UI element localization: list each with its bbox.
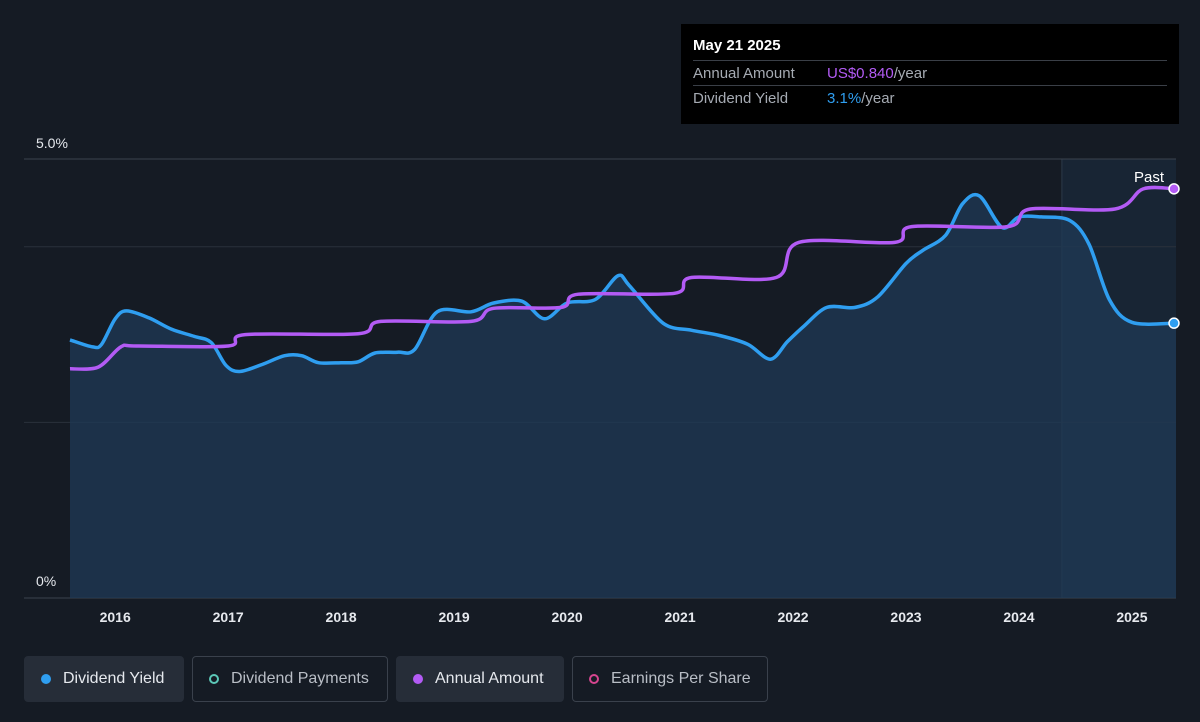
legend-item-earnings-per-share[interactable]: Earnings Per Share [572,656,768,702]
x-tick-label: 2020 [552,609,583,625]
y-tick-label-bottom: 0% [36,573,56,589]
legend-label: Dividend Payments [231,670,369,687]
x-tick-label: 2017 [213,609,244,625]
dividend-yield-line [69,192,1177,374]
x-tick-label: 2022 [777,609,808,625]
legend-item-annual-amount[interactable]: Annual Amount [396,656,564,702]
x-axis-ticks: 2016 2017 2018 2019 2020 2021 2022 2023 2024 2025 [100,609,1148,625]
dividend-chart: Past 5.0% 0% 2016 2017 2018 2019 2020 2021 202… [24,135,1180,625]
tooltip-unit: /year [893,64,928,82]
tooltip-date: May 21 2025 [693,37,781,54]
legend: Dividend Yield Dividend Payments Annual … [24,656,768,702]
x-tick-label: 2024 [1003,609,1034,625]
dividend-yield-end-marker[interactable] [1168,317,1180,329]
tooltip-label: Dividend Yield [693,89,789,107]
x-tick-label: 2025 [1116,609,1147,625]
annual-amount-line [69,185,1177,371]
tooltip-unit: /year [861,89,895,107]
x-tick-label: 2016 [100,609,131,625]
tooltip-value: 3.1% [827,89,862,107]
legend-dot-icon [413,674,423,684]
tooltip-row-annual-amount: Annual Amount US$0.840 /year [693,60,1167,85]
x-tick-label: 2023 [890,609,921,625]
x-tick-label: 2019 [439,609,470,625]
legend-label: Annual Amount [435,670,544,687]
legend-item-dividend-yield[interactable]: Dividend Yield [24,656,184,702]
legend-label: Dividend Yield [63,670,165,687]
tooltip-row-dividend-yield: Dividend Yield 3.1% /year [693,85,1167,110]
legend-dot-icon [41,674,51,684]
tooltip-label: Annual Amount [693,64,795,82]
x-tick-label: 2018 [326,609,357,625]
x-tick-label: 2021 [664,609,695,625]
y-tick-label-top: 5.0% [36,135,68,151]
legend-item-dividend-payments[interactable]: Dividend Payments [192,656,388,702]
tooltip-card: May 21 2025 Annual Amount US$0.840 /year… [681,24,1179,124]
legend-ring-icon [589,674,599,684]
legend-ring-icon [209,674,219,684]
past-label: Past [1134,169,1165,186]
annual-amount-end-marker[interactable] [1168,183,1180,195]
dividend-yield-area [70,194,1176,598]
tooltip-value: US$0.840 [827,64,894,82]
legend-label: Earnings Per Share [611,670,751,687]
